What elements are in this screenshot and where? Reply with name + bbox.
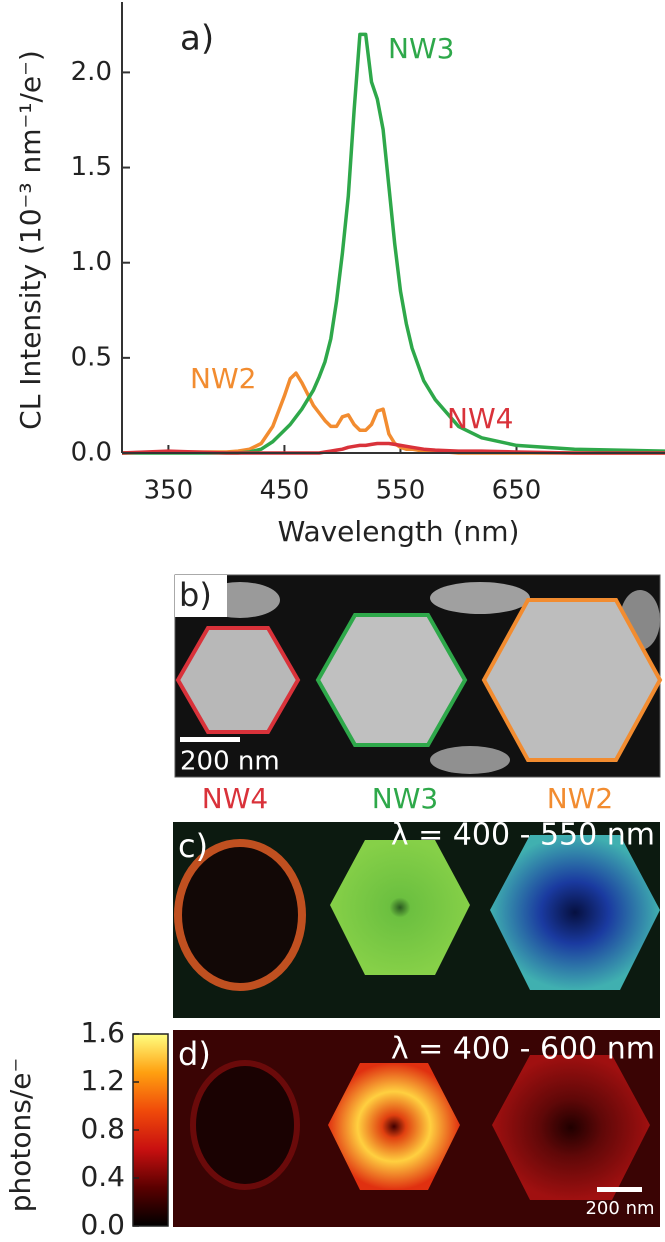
colorbar-tick-label: 1.6 — [80, 1016, 125, 1049]
nw2-map — [492, 1055, 650, 1200]
colorbar — [132, 1033, 169, 1227]
panel-b: b) 200 nm — [174, 574, 663, 778]
x-tick-label: 350 — [144, 476, 194, 506]
nw4-hexagon — [175, 626, 301, 734]
y-tick-label: 1.0 — [71, 247, 112, 277]
nw3-map — [328, 1063, 460, 1190]
nanowire-name: NW4 — [202, 782, 268, 815]
series-line — [121, 371, 665, 455]
nw2-map — [490, 835, 660, 990]
y-tick-label: 0.0 — [71, 438, 112, 468]
x-axis-title: Wavelength (nm) — [278, 515, 520, 548]
panel-label: d) — [178, 1035, 211, 1073]
scale-label: 200 nm — [585, 1198, 654, 1219]
panel-d: d) λ = 400 - 600 nm 200 nm — [173, 1030, 660, 1227]
series-label: NW3 — [388, 32, 454, 65]
y-axis-title: CL Intensity (10⁻³ nm⁻¹/e⁻) — [14, 50, 47, 430]
series-label: NW4 — [447, 402, 513, 435]
scale-label: 200 nm — [180, 747, 280, 777]
x-tick-label: 550 — [376, 476, 426, 506]
nw4-map — [174, 839, 306, 991]
nw3-map — [330, 840, 470, 975]
colorbar-tick-label: 0.8 — [80, 1112, 125, 1145]
sem-feature — [430, 582, 530, 614]
wavelength-range: λ = 400 - 600 nm — [391, 1032, 655, 1067]
nw2-hexagon — [481, 598, 663, 762]
x-tick-label: 650 — [492, 476, 542, 506]
scale-bar — [597, 1187, 642, 1192]
colorbar-tick-label: 1.2 — [80, 1064, 125, 1097]
colorbar-tick-label: 0.4 — [80, 1160, 125, 1193]
series-line — [122, 32, 665, 455]
label-box — [175, 575, 227, 617]
panel-label: a) — [180, 19, 214, 59]
sem-feature — [430, 746, 510, 774]
y-tick-label: 2.0 — [71, 57, 112, 87]
panel-label: b) — [179, 576, 212, 614]
colorbar-title: photons/e⁻ — [4, 1058, 37, 1213]
colorbar-tick-label: 0.0 — [80, 1208, 125, 1241]
panel-label: c) — [178, 827, 208, 865]
y-tick-label: 0.5 — [71, 342, 112, 372]
wavelength-range: λ = 400 - 550 nm — [391, 818, 655, 853]
x-tick-label: 450 — [260, 476, 310, 506]
y-tick-label: 1.5 — [71, 152, 112, 182]
nanowire-name: NW2 — [547, 782, 613, 815]
scale-bar — [180, 737, 240, 742]
series-label: NW2 — [190, 362, 256, 395]
nanowire-name: NW3 — [372, 782, 438, 815]
nw3-hexagon — [315, 613, 468, 747]
nw4-map — [190, 1060, 300, 1190]
panel-c: c) λ = 400 - 550 nm — [173, 818, 660, 1018]
